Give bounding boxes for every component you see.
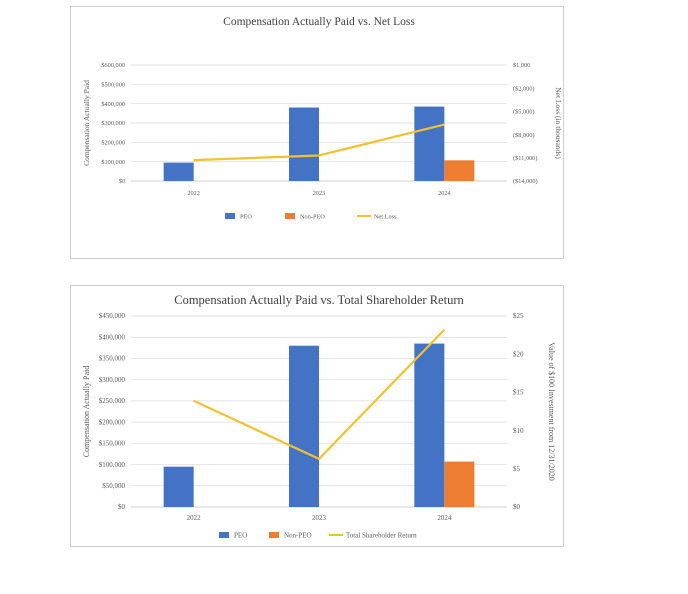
y-tick-label: $400,000 bbox=[101, 101, 125, 108]
bar-peo bbox=[289, 345, 319, 507]
bar-peo bbox=[163, 466, 194, 507]
y-tick-label: $400,000 bbox=[99, 333, 126, 341]
y2-tick-label: $15 bbox=[513, 389, 524, 397]
y-tick-label: $0 bbox=[118, 503, 126, 511]
y-tick-label: $200,000 bbox=[101, 140, 125, 147]
x-tick-label: 2022 bbox=[187, 514, 202, 522]
y2-axis-label: Value of $100 Investment from 12/31/2020 bbox=[547, 342, 556, 480]
bar-peo bbox=[414, 343, 445, 507]
bar-non-peo bbox=[444, 461, 475, 507]
legend-label: PEO bbox=[234, 531, 247, 539]
y2-tick-label: $1,000 bbox=[513, 62, 530, 69]
chart-title: Compensation Actually Paid vs. Total Sha… bbox=[174, 293, 464, 307]
x-tick-label: 2023 bbox=[312, 514, 327, 522]
y2-tick-label: $20 bbox=[513, 350, 524, 358]
y-tick-label: $500,000 bbox=[101, 82, 125, 89]
legend-swatch bbox=[269, 532, 279, 538]
y-tick-label: $350,000 bbox=[99, 355, 126, 363]
y-tick-label: $200,000 bbox=[99, 418, 126, 426]
y-tick-label: $300,000 bbox=[99, 376, 126, 384]
x-tick-label: 2024 bbox=[437, 514, 452, 522]
y-axis-label: Compensation Actually Paid bbox=[82, 366, 91, 458]
y-tick-label: $450,000 bbox=[99, 312, 126, 320]
y-tick-label: $0 bbox=[119, 178, 125, 185]
chart-panel-tsr: Compensation Actually Paid vs. Total Sha… bbox=[70, 285, 564, 547]
legend-label: Total Shareholder Return bbox=[346, 531, 417, 539]
x-tick-label: 2024 bbox=[438, 190, 451, 197]
chart-panel-net-loss: Compensation Actually Paid vs. Net Loss $… bbox=[70, 6, 564, 259]
y-tick-label: $100,000 bbox=[99, 461, 126, 469]
y-tick-label: $250,000 bbox=[99, 397, 126, 405]
legend-label: Net Loss bbox=[374, 213, 397, 220]
bar-peo bbox=[414, 106, 445, 181]
y2-tick-label: $25 bbox=[513, 312, 524, 320]
x-tick-label: 2023 bbox=[313, 190, 326, 197]
y-tick-label: $100,000 bbox=[101, 159, 125, 166]
bar-non-peo bbox=[444, 160, 475, 181]
y2-tick-label: ($8,000) bbox=[513, 132, 535, 139]
y-tick-label: $150,000 bbox=[99, 440, 126, 448]
y2-tick-label: ($2,000) bbox=[513, 85, 535, 92]
legend-swatch bbox=[225, 213, 235, 219]
legend-label: PEO bbox=[240, 213, 252, 220]
y2-tick-label: $5 bbox=[513, 465, 521, 473]
y-tick-label: $300,000 bbox=[101, 120, 125, 127]
y2-axis-label: Net Loss (in thousands) bbox=[554, 87, 563, 159]
legend-label: Non-PEO bbox=[300, 213, 325, 220]
y2-tick-label: ($14,000) bbox=[513, 178, 538, 185]
chart-net-loss: Compensation Actually Paid vs. Net Loss $… bbox=[82, 16, 563, 220]
y-tick-label: $50,000 bbox=[102, 482, 125, 490]
y2-tick-label: $10 bbox=[513, 427, 524, 435]
bar-peo bbox=[289, 107, 319, 181]
y-axis-label: Compensation Actually Paid bbox=[82, 80, 91, 166]
bar-peo bbox=[163, 162, 194, 181]
y2-tick-label: $0 bbox=[513, 503, 521, 511]
legend-label: Non-PEO bbox=[284, 531, 312, 539]
legend-swatch bbox=[285, 213, 295, 219]
x-tick-label: 2022 bbox=[187, 190, 200, 197]
legend-swatch bbox=[219, 532, 229, 538]
y2-tick-label: ($11,000) bbox=[513, 155, 537, 162]
chart-title: Compensation Actually Paid vs. Net Loss bbox=[223, 16, 415, 28]
chart-tsr: Compensation Actually Paid vs. Total Sha… bbox=[82, 293, 556, 539]
y2-tick-label: ($5,000) bbox=[513, 109, 535, 116]
y-tick-label: $600,000 bbox=[101, 62, 125, 69]
